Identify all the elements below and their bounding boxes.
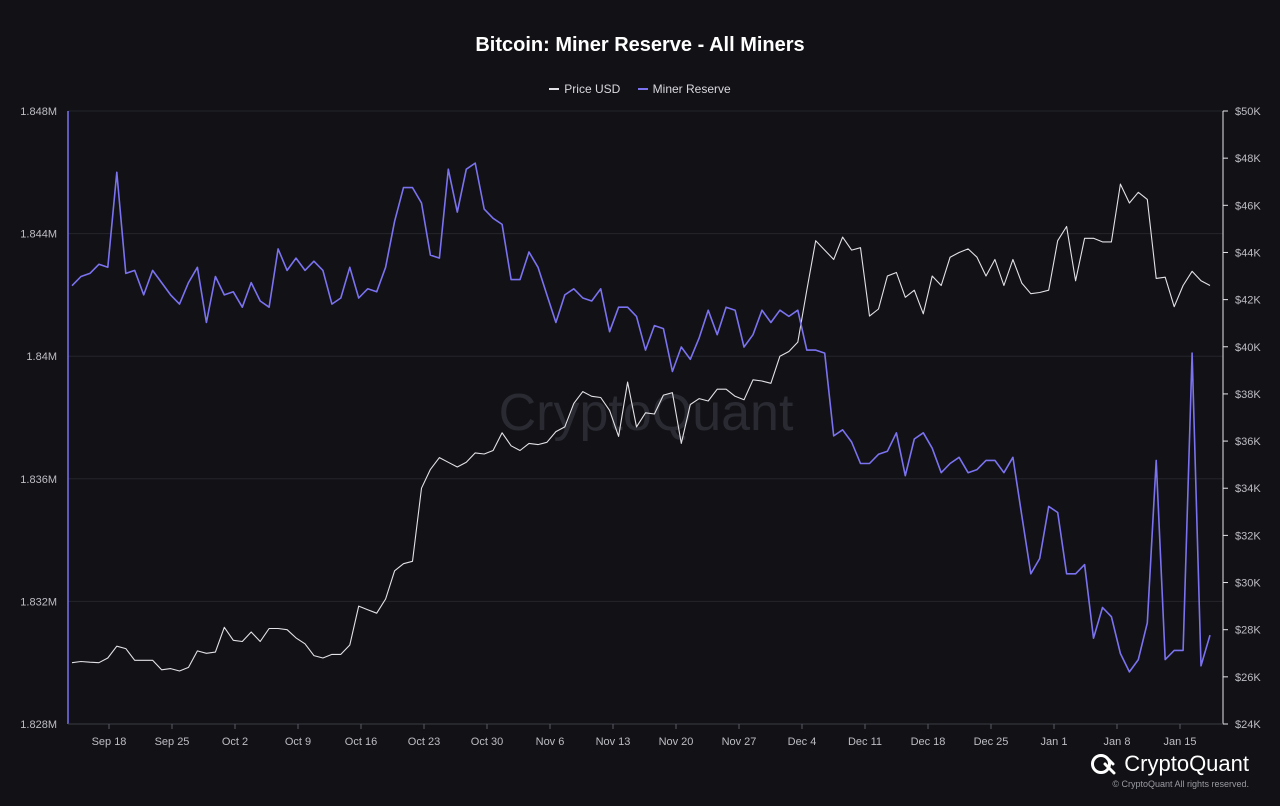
series-line-miner-reserve <box>71 162 1211 673</box>
y-right-tick-label: $40K <box>1235 342 1261 354</box>
x-tick-label: Nov 27 <box>722 736 757 748</box>
x-tick-label: Oct 23 <box>408 736 440 748</box>
copyright-text: © CryptoQuant All rights reserved. <box>1112 779 1249 789</box>
legend-swatch-reserve <box>637 88 648 90</box>
y-right-tick-label: $30K <box>1235 578 1261 590</box>
x-tick-label: Jan 8 <box>1104 736 1131 748</box>
x-tick-label: Oct 16 <box>345 736 377 748</box>
y-right-tick-label: $26K <box>1235 672 1261 684</box>
y-right-tick-label: $48K <box>1235 153 1261 165</box>
y-left-tick-label: 1.848M <box>20 106 57 118</box>
axes <box>67 111 1224 725</box>
y-right-tick-label: $24K <box>1235 719 1261 731</box>
x-tick-label: Oct 9 <box>285 736 311 748</box>
y-left-tick-label: 1.836M <box>20 474 57 486</box>
y-right-tick-label: $34K <box>1235 483 1261 495</box>
legend-label-price: Price USD <box>564 82 621 96</box>
brand-logo: CryptoQuant <box>1090 751 1249 777</box>
y-right-tick-label: $36K <box>1235 436 1261 448</box>
y-right-tick-label: $38K <box>1235 389 1261 401</box>
y-right-tick-label: $50K <box>1235 106 1261 118</box>
y-right-tick-label: $44K <box>1235 247 1261 259</box>
y-left-tick-label: 1.844M <box>20 229 57 241</box>
series-line-price-usd <box>71 183 1211 672</box>
y-right-tick-label: $46K <box>1235 200 1261 212</box>
series-lines <box>71 162 1211 673</box>
legend-item-price[interactable]: Price USD <box>549 82 620 96</box>
cryptoquant-logo-icon <box>1091 754 1116 775</box>
x-tick-label: Sep 18 <box>92 736 127 748</box>
x-tick-label: Nov 13 <box>596 736 631 748</box>
x-axis-ticks: Sep 18 Sep 25 Oct 2 Oct 9 Oct 16 Oct 23 Oct 30… <box>92 724 1197 748</box>
x-tick-label: Oct 30 <box>471 736 503 748</box>
x-tick-label: Dec 18 <box>911 736 946 748</box>
x-tick-label: Oct 2 <box>222 736 248 748</box>
y-axis-right-ticks: $24K $26K $28K $30K $32K $34K $36K $38K $40K $42K… <box>1223 106 1261 731</box>
x-tick-label: Dec 25 <box>974 736 1009 748</box>
chart-title: Bitcoin: Miner Reserve - All Miners <box>475 34 805 56</box>
x-tick-label: Jan 15 <box>1163 736 1196 748</box>
y-left-tick-label: 1.832M <box>20 596 57 608</box>
x-tick-label: Nov 6 <box>536 736 565 748</box>
x-tick-label: Jan 1 <box>1041 736 1068 748</box>
x-tick-label: Dec 4 <box>788 736 817 748</box>
x-tick-label: Dec 11 <box>848 736 882 748</box>
y-right-tick-label: $42K <box>1235 295 1261 307</box>
legend-swatch-price <box>549 88 560 90</box>
legend-label-reserve: Miner Reserve <box>652 82 731 96</box>
x-tick-label: Sep 25 <box>155 736 190 748</box>
y-left-tick-label: 1.828M <box>20 719 57 731</box>
legend-item-reserve[interactable]: Miner Reserve <box>637 82 731 96</box>
chart-legend: Price USD Miner Reserve <box>0 79 1280 96</box>
y-right-tick-label: $28K <box>1235 625 1261 637</box>
x-tick-label: Nov 20 <box>659 736 694 748</box>
y-right-tick-label: $32K <box>1235 530 1261 542</box>
y-left-tick-label: 1.84M <box>26 351 57 363</box>
y-axis-left-ticks: 1.828M 1.832M 1.836M 1.84M 1.844M 1.848M <box>20 106 57 731</box>
brand-name: CryptoQuant <box>1124 751 1249 776</box>
